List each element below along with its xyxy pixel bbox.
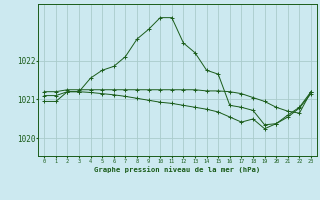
X-axis label: Graphe pression niveau de la mer (hPa): Graphe pression niveau de la mer (hPa) xyxy=(94,166,261,173)
